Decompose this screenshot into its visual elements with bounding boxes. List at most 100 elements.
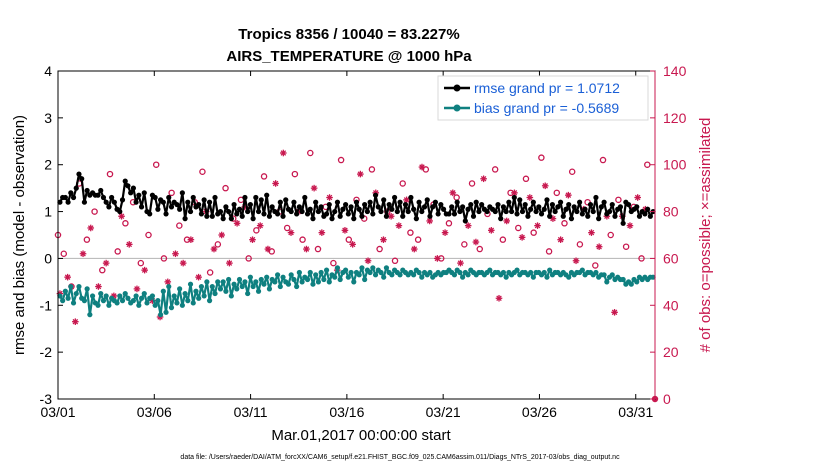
obs-possible-marker	[199, 168, 206, 175]
rmse-point	[522, 201, 528, 208]
bias-point	[70, 300, 77, 306]
rmse-point	[304, 211, 311, 217]
rmse-point	[255, 208, 262, 215]
bias-point	[323, 267, 330, 273]
rmse-point	[511, 194, 517, 201]
rmse-point	[326, 201, 332, 208]
bias-point	[223, 288, 229, 294]
y2-tick-label: 60	[663, 250, 679, 266]
bias-point	[204, 279, 210, 285]
x-axis-label: Mar.01,2017 00:00:00 start	[271, 427, 451, 444]
y-axis-label: rmse and bias (model - observation)	[11, 115, 28, 355]
bias-point	[117, 293, 123, 299]
bias-point	[247, 274, 253, 280]
rmse-point	[100, 194, 107, 201]
legend-bias-marker	[453, 104, 461, 112]
obs-possible-marker	[206, 269, 214, 276]
bias-point	[397, 272, 403, 278]
bias-point	[177, 286, 183, 292]
rmse-point	[593, 194, 599, 201]
obs-possible-marker	[299, 236, 306, 243]
obs-assimilated-marker	[457, 259, 464, 267]
rmse-point	[557, 199, 564, 205]
obs-possible-marker	[599, 156, 607, 164]
data-file-footer: data file: /Users/raeder/DAI/ATM_forcXX/…	[180, 454, 620, 461]
series-layer	[54, 149, 659, 403]
bias-point	[337, 276, 343, 283]
obs-assimilated-marker	[164, 278, 172, 286]
rmse-point	[136, 192, 142, 198]
bias-point	[457, 269, 463, 276]
legend: rmse grand pr = 1.0712 bias grand pr = -…	[437, 75, 649, 121]
bias-point	[100, 298, 107, 304]
obs-assimilated-marker	[357, 170, 364, 178]
bias-point	[193, 288, 199, 294]
obs-possible-marker	[376, 245, 383, 253]
bias-point	[125, 295, 131, 301]
rmse-point	[601, 199, 607, 205]
legend-rmse-label: rmse grand pr = 1.0712	[474, 80, 620, 96]
axes-layer: 03/01 03/06 03/11 03/16 03/21 03/26 03/31 -3 -2 -…	[40, 63, 687, 420]
obs-possible-marker	[445, 220, 453, 227]
bias-point	[166, 283, 172, 290]
bias-point	[359, 265, 365, 271]
rmse-point	[451, 211, 458, 217]
bias-point	[253, 279, 259, 285]
bias-point	[294, 283, 300, 290]
obs-possible-marker	[553, 189, 561, 197]
bias-point	[628, 281, 634, 287]
obs-possible-marker	[99, 266, 106, 274]
rmse-point	[408, 194, 414, 201]
bias-point	[215, 279, 221, 285]
rmse-point	[549, 201, 556, 208]
bias-point	[345, 274, 351, 280]
bias-point	[378, 269, 384, 276]
bias-point	[174, 300, 180, 306]
y-tick-label: 4	[44, 63, 52, 79]
bias-point	[138, 295, 145, 301]
rmse-point	[508, 208, 515, 215]
chart-subtitle: AIRS_TEMPERATURE @ 1000 hPa	[226, 48, 472, 65]
legend-box	[437, 75, 649, 121]
obs-possible-marker	[561, 220, 568, 227]
obs-assimilated-marker	[611, 309, 618, 316]
bias-point	[304, 276, 311, 283]
bias-point	[239, 283, 245, 290]
obs-assimilated-marker	[256, 222, 264, 229]
rmse-point	[291, 199, 297, 205]
y-tick-label: 3	[44, 110, 52, 126]
rmse-point	[500, 204, 507, 210]
rmse-point	[560, 213, 566, 219]
obs-possible-marker	[283, 224, 291, 232]
x-tick-label: 03/06	[137, 404, 172, 420]
y-tick-label: -1	[40, 297, 53, 313]
y-tick-label: -2	[40, 344, 53, 360]
obs-assimilated-marker	[310, 184, 318, 192]
obs-assimilated-marker	[95, 283, 102, 290]
obs-assimilated-marker	[595, 243, 603, 251]
rmse-point	[122, 178, 128, 184]
bias-point	[370, 265, 376, 271]
bias-point	[291, 276, 297, 283]
obs-assimilated-marker	[195, 273, 202, 281]
obs-possible-marker	[152, 161, 160, 168]
rmse-point	[294, 211, 300, 217]
bias-point	[321, 276, 327, 283]
bias-point	[220, 279, 226, 285]
bias-point	[236, 276, 243, 283]
rmse-point	[348, 204, 354, 210]
rmse-point	[367, 199, 373, 205]
obs-assimilated-marker	[503, 217, 511, 225]
rmse-point	[372, 192, 379, 198]
rmse-point	[479, 201, 485, 208]
obs-possible-marker	[214, 241, 222, 248]
rmse-point	[231, 201, 237, 208]
rmse-point	[432, 199, 439, 205]
obs-possible-marker	[407, 229, 414, 236]
obs-possible-marker	[260, 173, 268, 180]
bias-point	[114, 300, 120, 306]
rmse-point	[313, 199, 319, 205]
rmse-point	[405, 208, 411, 215]
obs-assimilated-marker	[318, 229, 326, 236]
rmse-point	[130, 185, 136, 191]
